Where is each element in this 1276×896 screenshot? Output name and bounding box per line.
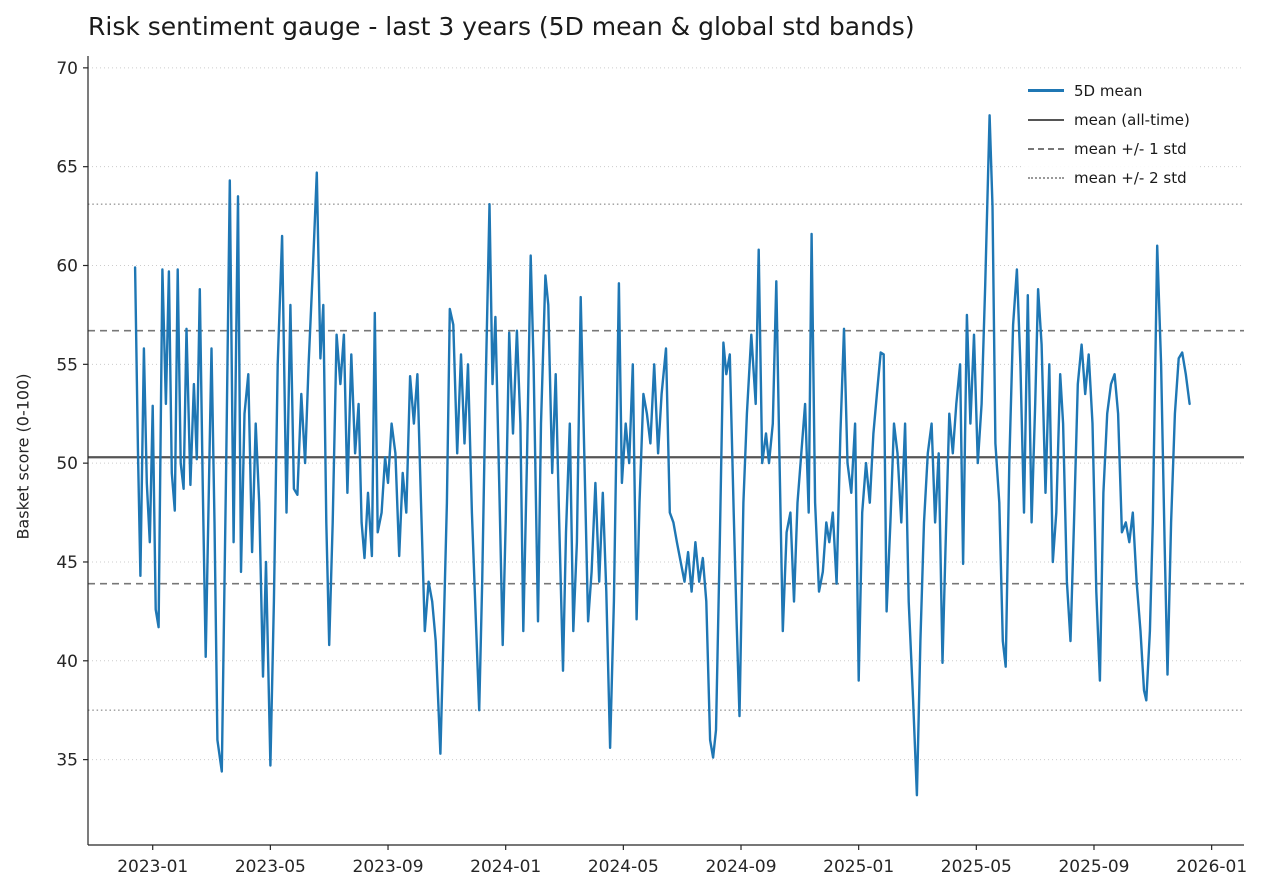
y-tick-label: 50 [56, 454, 78, 474]
y-tick-label: 65 [56, 158, 78, 178]
series-5d-mean [133, 114, 1191, 797]
legend-label: mean +/- 2 std [1074, 168, 1187, 187]
legend-label: mean (all-time) [1074, 110, 1190, 129]
x-tick-label: 2024-09 [705, 857, 776, 877]
x-tick-label: 2023-05 [235, 857, 306, 877]
x-tick-label: 2025-01 [823, 857, 894, 877]
x-tick-label: 2024-01 [470, 857, 541, 877]
legend-item-mean: mean (all-time) [1028, 105, 1190, 134]
legend-label: 5D mean [1074, 81, 1143, 100]
y-tick-label: 60 [56, 257, 78, 277]
legend: 5D mean mean (all-time) mean +/- 1 std m… [1022, 72, 1198, 196]
x-tick-label: 2026-01 [1176, 857, 1247, 877]
legend-item-5d-mean: 5D mean [1028, 76, 1190, 105]
x-tick-label: 2025-05 [941, 857, 1012, 877]
y-tick-label: 45 [56, 553, 78, 573]
x-tick-label: 2025-09 [1058, 857, 1129, 877]
legend-line-sample-mean [1028, 118, 1064, 121]
legend-item-std1: mean +/- 1 std [1028, 134, 1190, 163]
chart-title: Risk sentiment gauge - last 3 years (5D … [88, 12, 915, 41]
legend-item-std2: mean +/- 2 std [1028, 163, 1190, 192]
x-tick-label: 2024-05 [588, 857, 659, 877]
legend-line-sample-series [1028, 89, 1064, 92]
y-tick-label: 55 [56, 355, 78, 375]
legend-line-sample-std1 [1028, 147, 1064, 150]
x-tick-label: 2023-09 [353, 857, 424, 877]
x-tick-label: 2023-01 [117, 857, 188, 877]
y-tick-label: 70 [56, 59, 78, 79]
legend-label: mean +/- 1 std [1074, 139, 1187, 158]
legend-line-sample-std2 [1028, 176, 1064, 179]
y-tick-label: 40 [56, 652, 78, 672]
y-tick-label: 35 [56, 751, 78, 771]
